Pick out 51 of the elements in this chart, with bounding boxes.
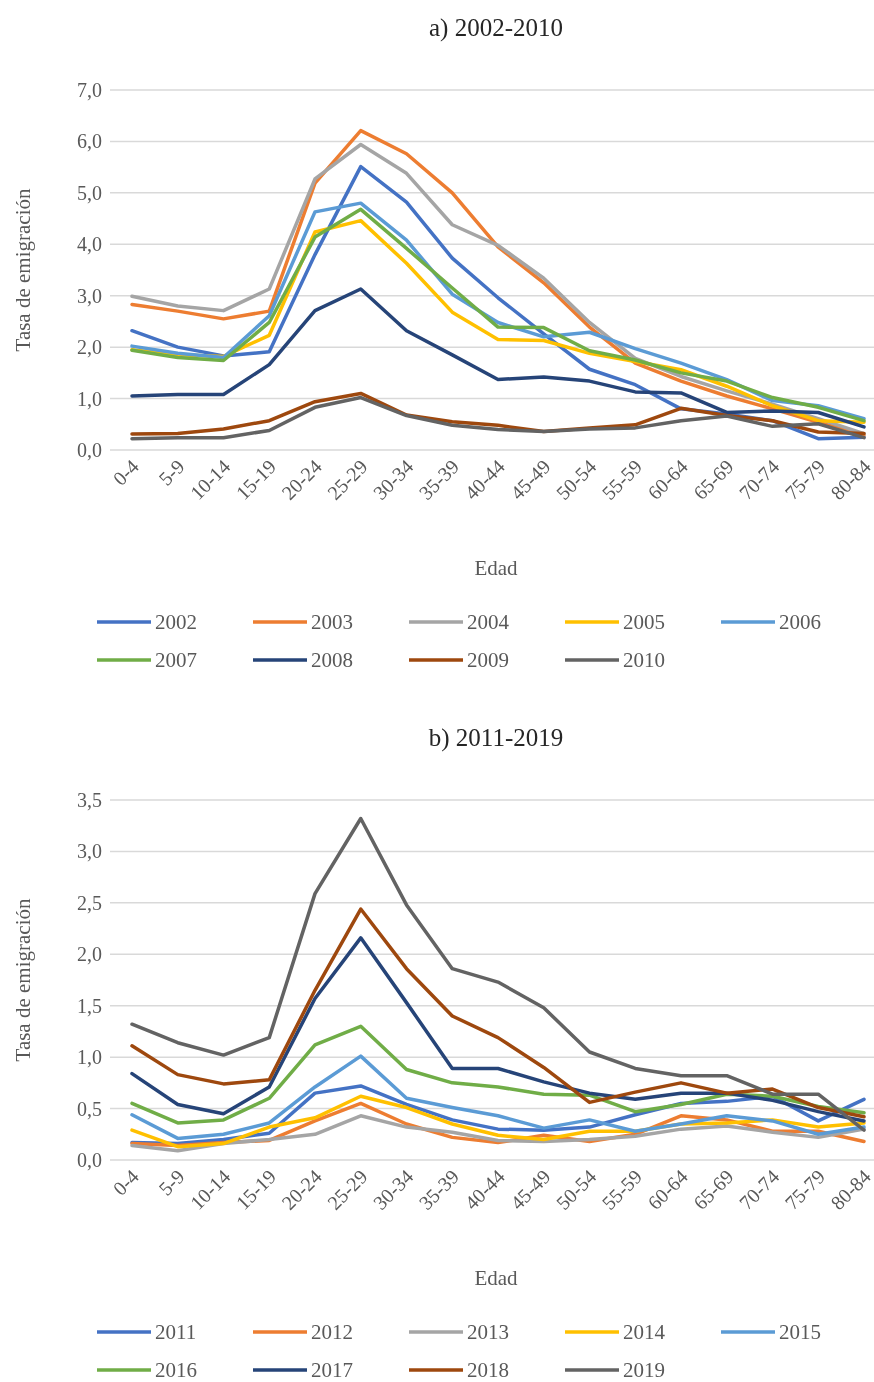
- y-tick-label: 6,0: [77, 130, 102, 153]
- y-tick-label: 3,5: [77, 789, 102, 811]
- chart-title: a) 2002-2010: [429, 14, 563, 42]
- legend-label: 2008: [311, 648, 353, 672]
- y-tick-label: 3,0: [77, 284, 102, 307]
- y-tick-label: 2,0: [77, 336, 102, 359]
- y-tick-label: 5,0: [77, 181, 102, 204]
- y-tick-label: 7,0: [77, 79, 102, 101]
- line-series: [130, 816, 866, 1132]
- legend-label: 2009: [467, 648, 509, 672]
- x-tick-label: 5-9: [154, 1165, 189, 1200]
- legend-label: 2003: [311, 610, 353, 634]
- y-tick-label: 1,0: [77, 387, 102, 410]
- y-tick-label: 3,0: [77, 840, 102, 863]
- y-tick-label: 0,5: [77, 1097, 102, 1120]
- legend-label: 2013: [467, 1320, 509, 1344]
- legend-label: 2016: [155, 1358, 197, 1382]
- y-tick-label: 0,0: [77, 439, 102, 461]
- line-series: [130, 907, 866, 1119]
- legend-label: 2011: [155, 1320, 197, 1344]
- y-axis-title: Tasa de emigración: [11, 898, 35, 1062]
- legend-label: 2010: [623, 648, 665, 672]
- line-series: [130, 287, 866, 429]
- legend-label: 2007: [155, 648, 197, 672]
- y-tick-label: 0,0: [77, 1149, 102, 1171]
- y-tick-label: 4,0: [77, 233, 102, 256]
- x-tick-label: 5-9: [154, 455, 189, 490]
- legend-label: 2017: [311, 1358, 353, 1382]
- x-axis-title: Edad: [474, 556, 519, 580]
- line-series: [130, 1114, 866, 1153]
- y-tick-label: 2,5: [77, 891, 102, 914]
- legend-label: 2004: [467, 610, 510, 634]
- x-tick-label: 0-4: [108, 1165, 143, 1200]
- line-series: [130, 936, 866, 1123]
- x-tick-label: 0-4: [108, 455, 143, 490]
- x-axis-title: Edad: [474, 1266, 519, 1290]
- y-tick-label: 1,5: [77, 994, 102, 1017]
- legend-label: 2005: [623, 610, 665, 634]
- legend-label: 2015: [779, 1320, 821, 1344]
- legend-label: 2014: [623, 1320, 666, 1344]
- legend-label: 2018: [467, 1358, 509, 1382]
- legend-label: 2006: [779, 610, 821, 634]
- chart-title: b) 2011-2019: [428, 724, 564, 752]
- legend-label: 2012: [311, 1320, 353, 1344]
- line-series: [130, 1024, 866, 1125]
- y-tick-label: 2,0: [77, 943, 102, 966]
- line-series: [130, 1054, 866, 1141]
- legend-label: 2002: [155, 610, 197, 634]
- legend-label: 2019: [623, 1358, 665, 1382]
- y-axis-title: Tasa de emigración: [11, 188, 35, 352]
- y-tick-label: 1,0: [77, 1046, 102, 1069]
